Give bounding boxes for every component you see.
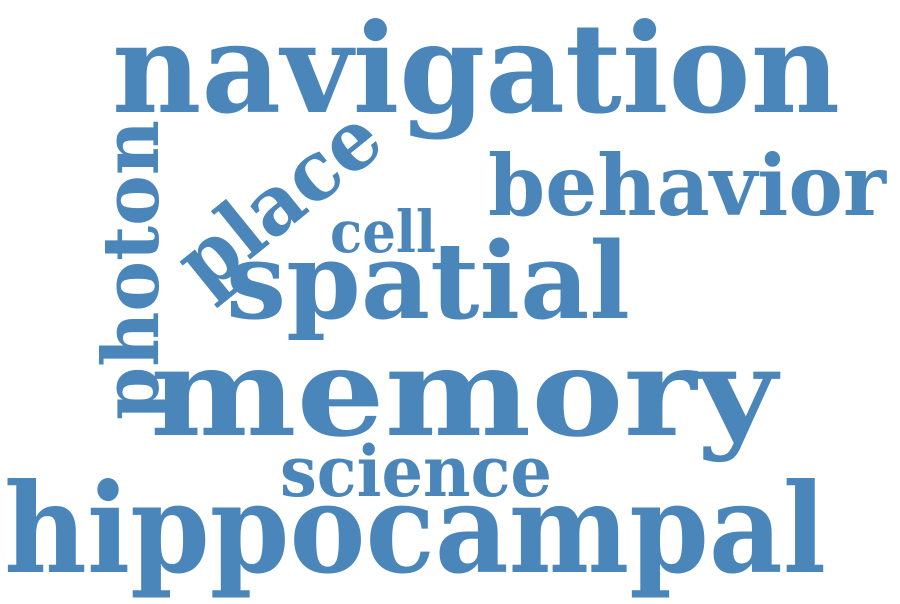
- word-spatial: spatial: [226, 218, 630, 343]
- word-memory: memory: [150, 320, 781, 464]
- word-cell: cell: [330, 198, 436, 266]
- word-photon: photon: [86, 120, 177, 420]
- word-science: science: [280, 430, 552, 513]
- word-navigation: navigation: [112, 0, 840, 142]
- word-hippocampal: hippocampal: [4, 457, 826, 602]
- word-behavior: behavior: [488, 136, 888, 235]
